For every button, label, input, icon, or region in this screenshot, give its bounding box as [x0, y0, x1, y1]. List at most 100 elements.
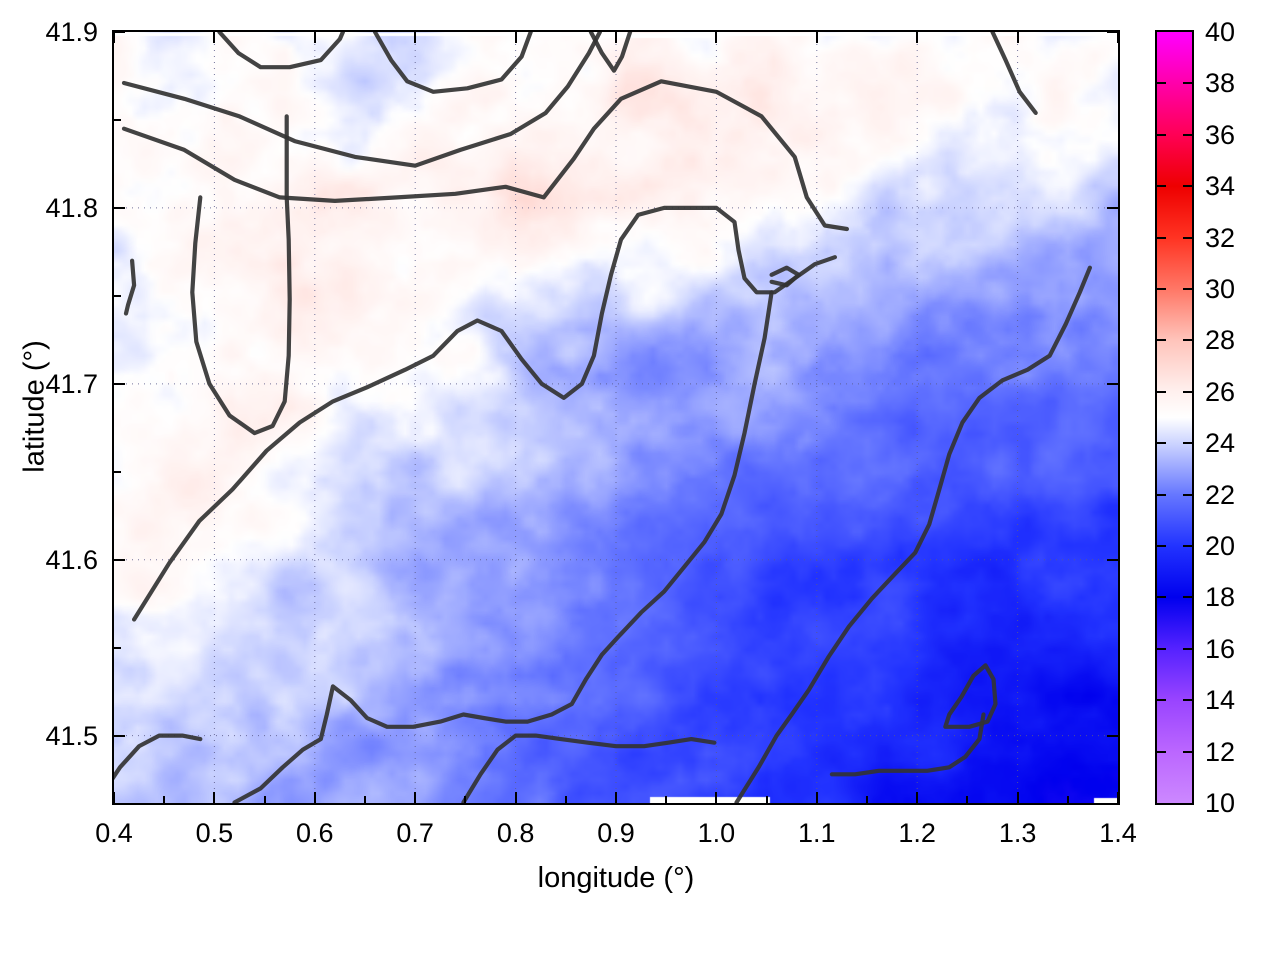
- y-tick-label: 41.6: [45, 544, 98, 575]
- y-tick-right: [1107, 558, 1118, 561]
- x-tick-top: [715, 32, 718, 43]
- colorbar-tick-label: 14: [1205, 685, 1236, 716]
- x-tick-top: [113, 32, 115, 43]
- colorbar-tick: [1183, 545, 1192, 547]
- colorbar-tick: [1157, 545, 1166, 547]
- x-tick-label: 0.5: [195, 818, 234, 848]
- y-minor-tick: [114, 470, 121, 473]
- colorbar-tick: [1157, 288, 1166, 290]
- y-tick: [114, 558, 125, 561]
- x-minor-tick: [665, 796, 668, 803]
- colorbar-tick-label: 10: [1205, 788, 1236, 818]
- colorbar-tick-label: 18: [1205, 582, 1236, 613]
- x-tick: [313, 792, 316, 803]
- x-tick: [916, 792, 919, 803]
- colorbar-tick-label: 36: [1205, 119, 1236, 150]
- x-tick: [1117, 792, 1119, 803]
- x-tick: [715, 792, 718, 803]
- x-tick: [514, 792, 517, 803]
- colorbar-tick: [1183, 390, 1192, 393]
- x-tick-label: 1.0: [697, 818, 736, 848]
- x-tick-top: [615, 32, 617, 43]
- colorbar-tick: [1183, 339, 1192, 342]
- colorbar-tick: [1157, 390, 1166, 393]
- x-minor-tick: [866, 796, 868, 803]
- colorbar-tick: [1183, 442, 1192, 445]
- y-axis-title: latitude (°): [18, 340, 51, 473]
- x-minor-tick: [163, 796, 166, 803]
- colorbar-tick: [1157, 493, 1166, 496]
- colorbar-tick: [1183, 133, 1192, 136]
- y-tick-label: 41.5: [45, 720, 98, 751]
- colorbar-tick: [1157, 133, 1166, 136]
- colorbar-tick-label: 20: [1205, 531, 1236, 561]
- y-tick-right: [1107, 382, 1118, 385]
- y-minor-tick: [114, 118, 121, 121]
- x-minor-tick: [765, 796, 768, 803]
- y-tick-label: 41.9: [45, 17, 98, 47]
- x-minor-tick: [464, 796, 467, 803]
- colorbar-tick: [1157, 750, 1166, 753]
- colorbar-tick: [1183, 750, 1192, 753]
- colorbar-tick-label: 28: [1205, 325, 1236, 356]
- x-tick-label: 1.4: [1099, 818, 1137, 848]
- x-tick: [113, 792, 115, 803]
- x-tick-top: [213, 32, 216, 43]
- x-tick: [414, 792, 417, 803]
- x-tick-label: 0.8: [496, 818, 535, 848]
- colorbar-tick: [1183, 699, 1192, 702]
- colorbar-tick: [1183, 288, 1192, 290]
- colorbar-tick-label: 26: [1205, 376, 1236, 407]
- colorbar-tick: [1183, 82, 1192, 85]
- x-tick-top: [414, 32, 417, 43]
- x-minor-tick: [1066, 796, 1069, 803]
- colorbar-tick: [1183, 596, 1192, 599]
- x-tick-top: [1016, 32, 1019, 43]
- x-tick-top: [514, 32, 517, 43]
- x-tick: [615, 792, 617, 803]
- colorbar-tick-label: 32: [1205, 222, 1236, 253]
- colorbar[interactable]: [1155, 30, 1194, 805]
- colorbar-tick: [1157, 596, 1166, 599]
- colorbar-tick-label: 40: [1205, 17, 1236, 47]
- x-tick-label: 0.6: [296, 818, 334, 848]
- colorbar-tick-label: 34: [1205, 171, 1236, 202]
- y-tick: [114, 382, 125, 385]
- x-tick: [213, 792, 216, 803]
- x-axis-title: longitude (°): [537, 862, 695, 894]
- colorbar-tick: [1157, 82, 1166, 85]
- x-tick-label: 1.2: [898, 818, 936, 848]
- colorbar-tick: [1157, 185, 1166, 188]
- colorbar-gradient: [1157, 32, 1192, 803]
- x-minor-tick: [966, 796, 969, 803]
- heatmap-plot-area[interactable]: [112, 30, 1120, 805]
- x-tick-label: 1.1: [798, 818, 836, 848]
- x-tick-top: [1117, 32, 1119, 43]
- y-tick: [114, 734, 125, 737]
- colorbar-tick: [1183, 647, 1192, 650]
- colorbar-tick: [1157, 236, 1166, 239]
- x-tick: [815, 792, 818, 803]
- x-minor-tick: [263, 796, 266, 803]
- x-tick-top: [916, 32, 919, 43]
- y-tick: [114, 206, 125, 209]
- x-tick-top: [313, 32, 316, 43]
- y-tick-right: [1107, 31, 1118, 33]
- y-minor-tick: [114, 646, 121, 649]
- colorbar-tick: [1183, 236, 1192, 239]
- colorbar-tick-label: 38: [1205, 68, 1236, 99]
- colorbar-tick: [1157, 339, 1166, 342]
- colorbar-tick-label: 22: [1205, 479, 1236, 510]
- colorbar-tick-label: 24: [1205, 428, 1236, 459]
- x-tick-label: 1.3: [998, 818, 1037, 848]
- colorbar-tick: [1157, 699, 1166, 702]
- colorbar-tick: [1157, 442, 1166, 445]
- y-tick-right: [1107, 734, 1118, 737]
- y-tick: [114, 31, 125, 33]
- y-tick-right: [1107, 206, 1118, 209]
- colorbar-tick: [1157, 647, 1166, 650]
- colorbar-tick: [1183, 185, 1192, 188]
- x-tick-label: 0.9: [597, 818, 635, 848]
- colorbar-tick-label: 30: [1205, 274, 1236, 304]
